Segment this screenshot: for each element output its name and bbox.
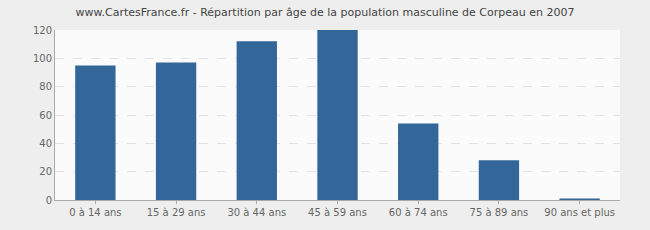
svg-text:40: 40 xyxy=(39,138,52,149)
svg-text:80: 80 xyxy=(39,81,52,92)
svg-text:15 à 29 ans: 15 à 29 ans xyxy=(147,207,206,218)
svg-text:0: 0 xyxy=(46,195,52,206)
svg-text:0 à 14 ans: 0 à 14 ans xyxy=(69,207,121,218)
svg-text:60: 60 xyxy=(39,110,52,121)
svg-text:90 ans et plus: 90 ans et plus xyxy=(544,207,615,218)
svg-text:120: 120 xyxy=(33,25,52,36)
svg-text:100: 100 xyxy=(33,53,52,64)
svg-text:75 à 89 ans: 75 à 89 ans xyxy=(470,207,529,218)
svg-text:45 à 59 ans: 45 à 59 ans xyxy=(308,207,367,218)
svg-text:30 à 44 ans: 30 à 44 ans xyxy=(227,207,286,218)
svg-text:www.CartesFrance.fr - Répartit: www.CartesFrance.fr - Répartition par âg… xyxy=(76,6,575,19)
svg-text:20: 20 xyxy=(39,166,52,177)
svg-text:60 à 74 ans: 60 à 74 ans xyxy=(389,207,448,218)
